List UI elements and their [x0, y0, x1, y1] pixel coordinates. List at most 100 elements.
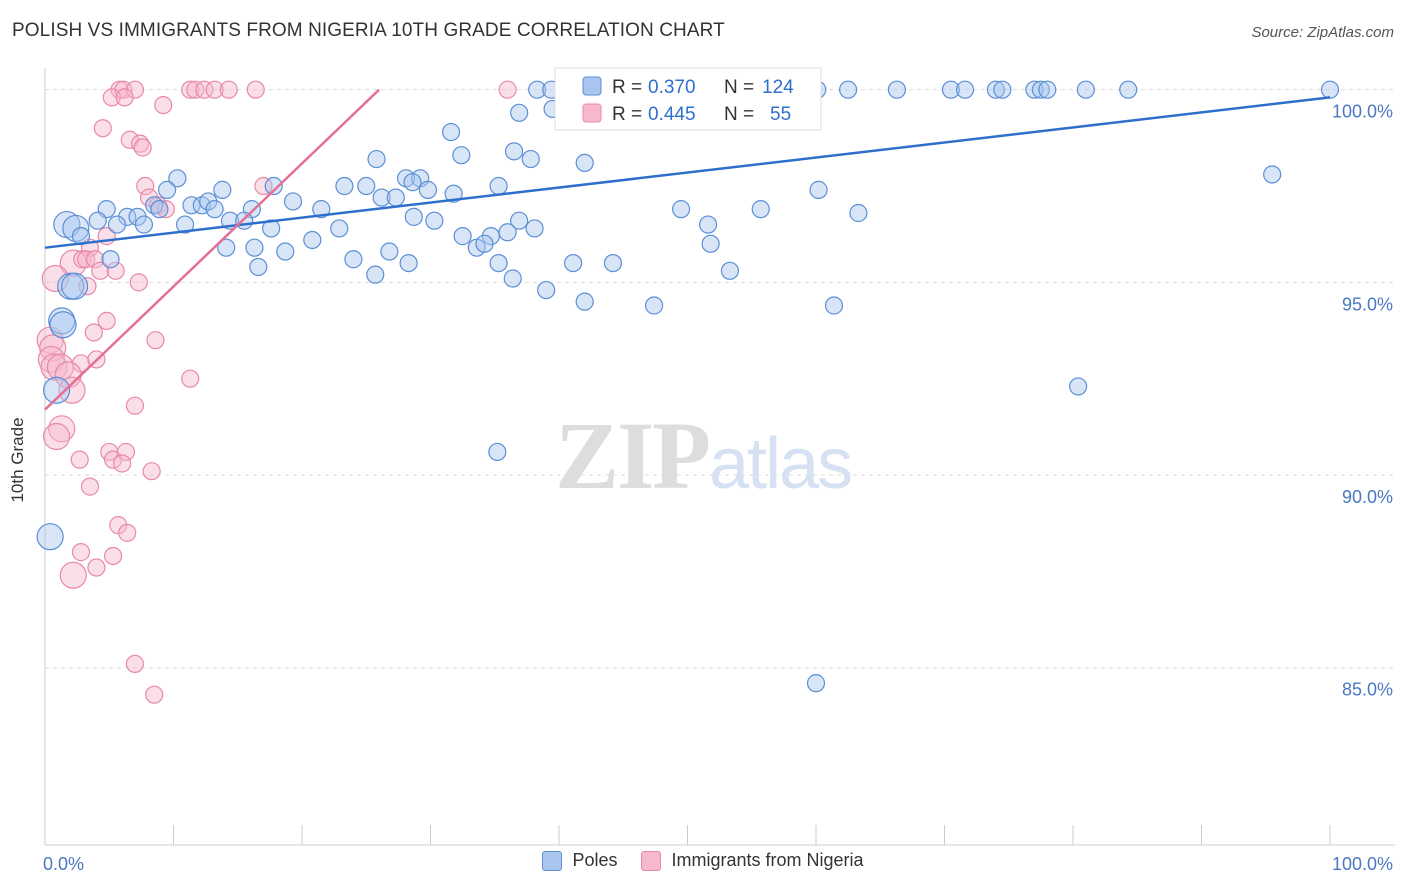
point-poles [475, 234, 494, 253]
point-poles [134, 215, 154, 234]
point-nigeria [102, 88, 121, 107]
point-poles [303, 230, 322, 250]
point-nigeria [70, 450, 89, 469]
watermark: ZIPatlas [555, 400, 853, 511]
point-nigeria [112, 454, 132, 473]
point-poles [839, 80, 858, 99]
point-poles [42, 376, 71, 404]
point-poles [88, 211, 107, 230]
point-poles [993, 80, 1012, 99]
chart-title: POLISH VS IMMIGRANTS FROM NIGERIA 10TH G… [12, 20, 725, 41]
point-nigeria [125, 654, 145, 673]
point-poles [701, 234, 720, 253]
point-nigeria [91, 261, 110, 280]
point-nigeria [73, 250, 92, 269]
legend-swatch-poles [542, 850, 563, 871]
point-poles [49, 311, 77, 339]
point-poles [537, 280, 556, 300]
point-nigeria [136, 176, 155, 196]
legend-n-label-poles: N = [724, 77, 754, 98]
point-nigeria [118, 523, 137, 542]
point-poles [849, 203, 868, 223]
point-poles [62, 214, 90, 243]
point-nigeria [181, 80, 200, 99]
point-poles [824, 296, 844, 315]
y-tick-label: 95.0% [1342, 294, 1393, 314]
point-poles [217, 238, 236, 257]
legend-item-poles[interactable]: Poles [542, 850, 617, 871]
point-poles [386, 188, 405, 207]
legend-r-value-poles: 0.370 [648, 77, 696, 98]
point-poles [986, 80, 1006, 99]
point-poles [1025, 80, 1044, 99]
y-tick-label: 85.0% [1342, 680, 1393, 700]
point-nigeria [106, 261, 125, 280]
point-poles [528, 80, 547, 99]
point-nigeria [84, 323, 103, 342]
point-nigeria [59, 249, 87, 277]
point-nigeria [80, 477, 100, 496]
x-tick-label: 100.0% [1332, 854, 1393, 874]
point-poles [36, 523, 64, 551]
point-poles [367, 149, 386, 169]
point-nigeria [498, 80, 517, 99]
point-nigeria [48, 415, 76, 443]
point-poles [357, 176, 376, 196]
legend-top-swatch-nigeria [582, 103, 602, 123]
legend-r-label-nigeria: R = [612, 104, 642, 125]
point-poles [488, 442, 507, 462]
point-poles [157, 180, 177, 199]
legend-item-nigeria[interactable]: Immigrants from Nigeria [641, 850, 864, 871]
point-poles [372, 188, 391, 207]
legend-label-poles: Poles [572, 850, 618, 870]
point-poles [504, 142, 524, 161]
legend-n-value-poles: 124 [762, 77, 794, 98]
point-nigeria [219, 80, 238, 99]
point-poles [262, 219, 281, 238]
point-poles [489, 253, 508, 273]
point-poles [205, 200, 224, 219]
point-nigeria [104, 546, 123, 566]
point-nigeria [42, 422, 71, 451]
point-nigeria [93, 119, 112, 138]
point-poles [720, 261, 740, 280]
point-nigeria [116, 442, 136, 462]
point-poles [525, 219, 544, 238]
point-poles [276, 242, 295, 261]
point-nigeria [129, 273, 148, 292]
point-poles [264, 176, 283, 196]
axes [44, 68, 1395, 846]
point-poles [575, 292, 594, 311]
point-poles [1031, 80, 1050, 99]
point-poles [213, 180, 232, 199]
point-poles [399, 253, 418, 273]
trend-line-poles [44, 96, 1331, 249]
legend-n-value-nigeria: 55 [770, 104, 791, 125]
series-nigeria-points [36, 80, 517, 704]
watermark-atlas: atlas [709, 424, 853, 504]
point-poles [418, 180, 438, 199]
point-poles [575, 153, 594, 173]
point-poles [283, 192, 303, 211]
source-label: Source: ZipAtlas.com [1251, 24, 1394, 41]
point-poles [503, 269, 522, 288]
y-tick-label: 100.0% [1332, 102, 1393, 122]
point-poles [444, 184, 463, 203]
point-nigeria [154, 95, 173, 115]
point-poles [498, 223, 517, 242]
watermark-zip: ZIP [555, 402, 711, 509]
point-nigeria [156, 200, 175, 219]
point-nigeria [246, 80, 265, 99]
point-poles [887, 80, 907, 99]
point-poles [564, 253, 583, 273]
legend-label-nigeria: Immigrants from Nigeria [671, 850, 864, 870]
point-poles [603, 253, 623, 273]
point-nigeria [40, 353, 68, 381]
point-nigeria [86, 250, 105, 269]
point-poles [1038, 80, 1057, 99]
point-poles [452, 146, 471, 165]
point-poles [510, 211, 529, 230]
point-nigeria [115, 88, 134, 107]
point-nigeria [87, 558, 106, 577]
point-poles [175, 215, 195, 234]
